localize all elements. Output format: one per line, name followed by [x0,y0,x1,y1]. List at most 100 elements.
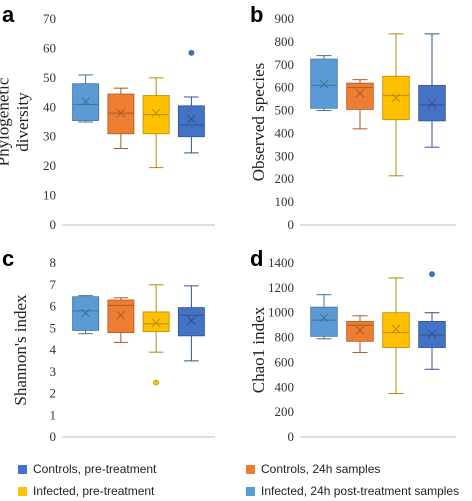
legend: Controls, pre-treatment Controls, 24h sa… [0,457,472,501]
y-axis-title: Chao1 index [249,306,268,393]
panel-letter: a [2,2,15,27]
y-tick-label: 200 [275,171,295,186]
legend-swatch [18,486,27,496]
legend-label: Infected, pre-treatment [33,484,155,498]
outlier-point [188,49,195,56]
mean-marker [427,329,437,339]
y-tick-label: 2 [50,386,57,401]
mean-marker [116,108,126,118]
box-series [418,33,446,148]
box-series [107,87,135,149]
y-tick-label: 0 [50,429,57,444]
legend-label: Infected, 24h post-treatment samples [261,484,460,498]
y-axis-title-line: diversity [13,92,32,152]
box-iqr [107,299,135,334]
y-tick-label: 500 [275,103,295,118]
y-tick-label: 40 [43,99,56,114]
panel-letter: d [250,246,263,271]
box-series [177,285,205,362]
mean-marker [187,316,196,325]
mean-marker [81,97,90,106]
mean-marker [427,99,437,109]
y-tick-label: 400 [275,125,295,140]
mean-marker [391,93,401,103]
legend-swatch [246,486,255,496]
box-iqr [142,311,170,332]
panel-a: a Phylogeneticdiversity 0 10 20 30 40 50 60 70 [0,2,215,232]
mean-marker [319,79,329,89]
y-tick-label: 4 [50,342,57,357]
y-tick-label: 200 [275,404,295,419]
y-tick-label: 1400 [268,255,294,270]
box-iqr [346,321,374,342]
box-series [142,77,170,169]
y-tick-label: 900 [275,11,295,26]
box-iqr [72,83,100,121]
legend-swatch [246,464,255,474]
y-axis-title-line: Phylogenetic [0,77,13,166]
y-tick-label: 700 [275,57,295,72]
mean-marker [355,89,365,98]
y-tick-label: 5 [50,320,57,335]
y-tick-label: 800 [275,330,295,345]
panel-c: c Shannon's index 0 1 2 3 4 5 6 7 8 [2,246,215,444]
box-iqr [382,312,410,348]
y-tick-label: 0 [288,429,295,444]
panel-letter: c [2,246,14,271]
mean-marker [187,114,196,124]
mean-marker [81,308,90,318]
y-axis-title: Shannon's index [11,294,30,406]
y-tick-label: 600 [275,80,295,95]
box-iqr [346,82,374,110]
mean-marker [355,325,365,335]
mean-marker [116,310,126,320]
y-tick-label: 300 [275,148,295,163]
box-series [346,79,374,130]
legend-swatch [18,464,27,474]
y-tick-label: 800 [275,34,295,49]
box-iqr [177,105,205,138]
y-tick-label: 7 [50,277,57,292]
y-tick-label: 30 [43,129,56,144]
y-tick-label: 60 [43,40,56,55]
box-series [310,294,338,340]
y-tick-label: 70 [43,11,56,26]
box-series [418,271,446,370]
y-tick-label: 1200 [268,280,294,295]
panel-letter: b [250,2,263,27]
mean-marker [319,313,329,323]
y-tick-label: 1 [50,407,57,422]
y-axis-title: Observed species [249,63,268,182]
outlier-point [429,271,435,278]
legend-label: Controls, 24h samples [261,462,381,476]
y-axis-title: Phylogeneticdiversity [0,77,32,166]
y-tick-label: 0 [288,217,295,232]
legend-item: Controls, 24h samples [246,462,380,476]
panel-d: d Chao1 index 0 200 400 600 800 1000 1200 1400 [249,246,456,444]
y-tick-label: 20 [43,158,56,173]
y-tick-label: 3 [50,364,57,379]
box-series [382,33,410,177]
box-series [107,297,135,343]
y-tick-label: 10 [43,188,56,203]
mean-marker [151,318,161,328]
box-series [310,55,338,112]
legend-item: Infected, 24h post-treatment samples [246,484,459,498]
y-tick-label: 0 [50,217,57,232]
box-series [72,74,100,123]
legend-item: Controls, pre-treatment [18,462,156,476]
legend-label: Controls, pre-treatment [33,462,157,476]
box-iqr [177,307,205,337]
y-tick-label: 8 [50,255,57,270]
panel-b: b Observed species 0 100 200 300 400 500 600 700 8… [249,2,456,232]
y-tick-label: 100 [275,194,295,209]
box-iqr [107,93,135,135]
y-tick-label: 50 [43,70,56,85]
box-series [72,295,100,335]
legend-item: Infected, pre-treatment [18,484,154,498]
y-tick-label: 6 [50,299,57,314]
box-series [177,49,205,154]
outlier-point [153,379,160,386]
box-series [346,315,374,353]
